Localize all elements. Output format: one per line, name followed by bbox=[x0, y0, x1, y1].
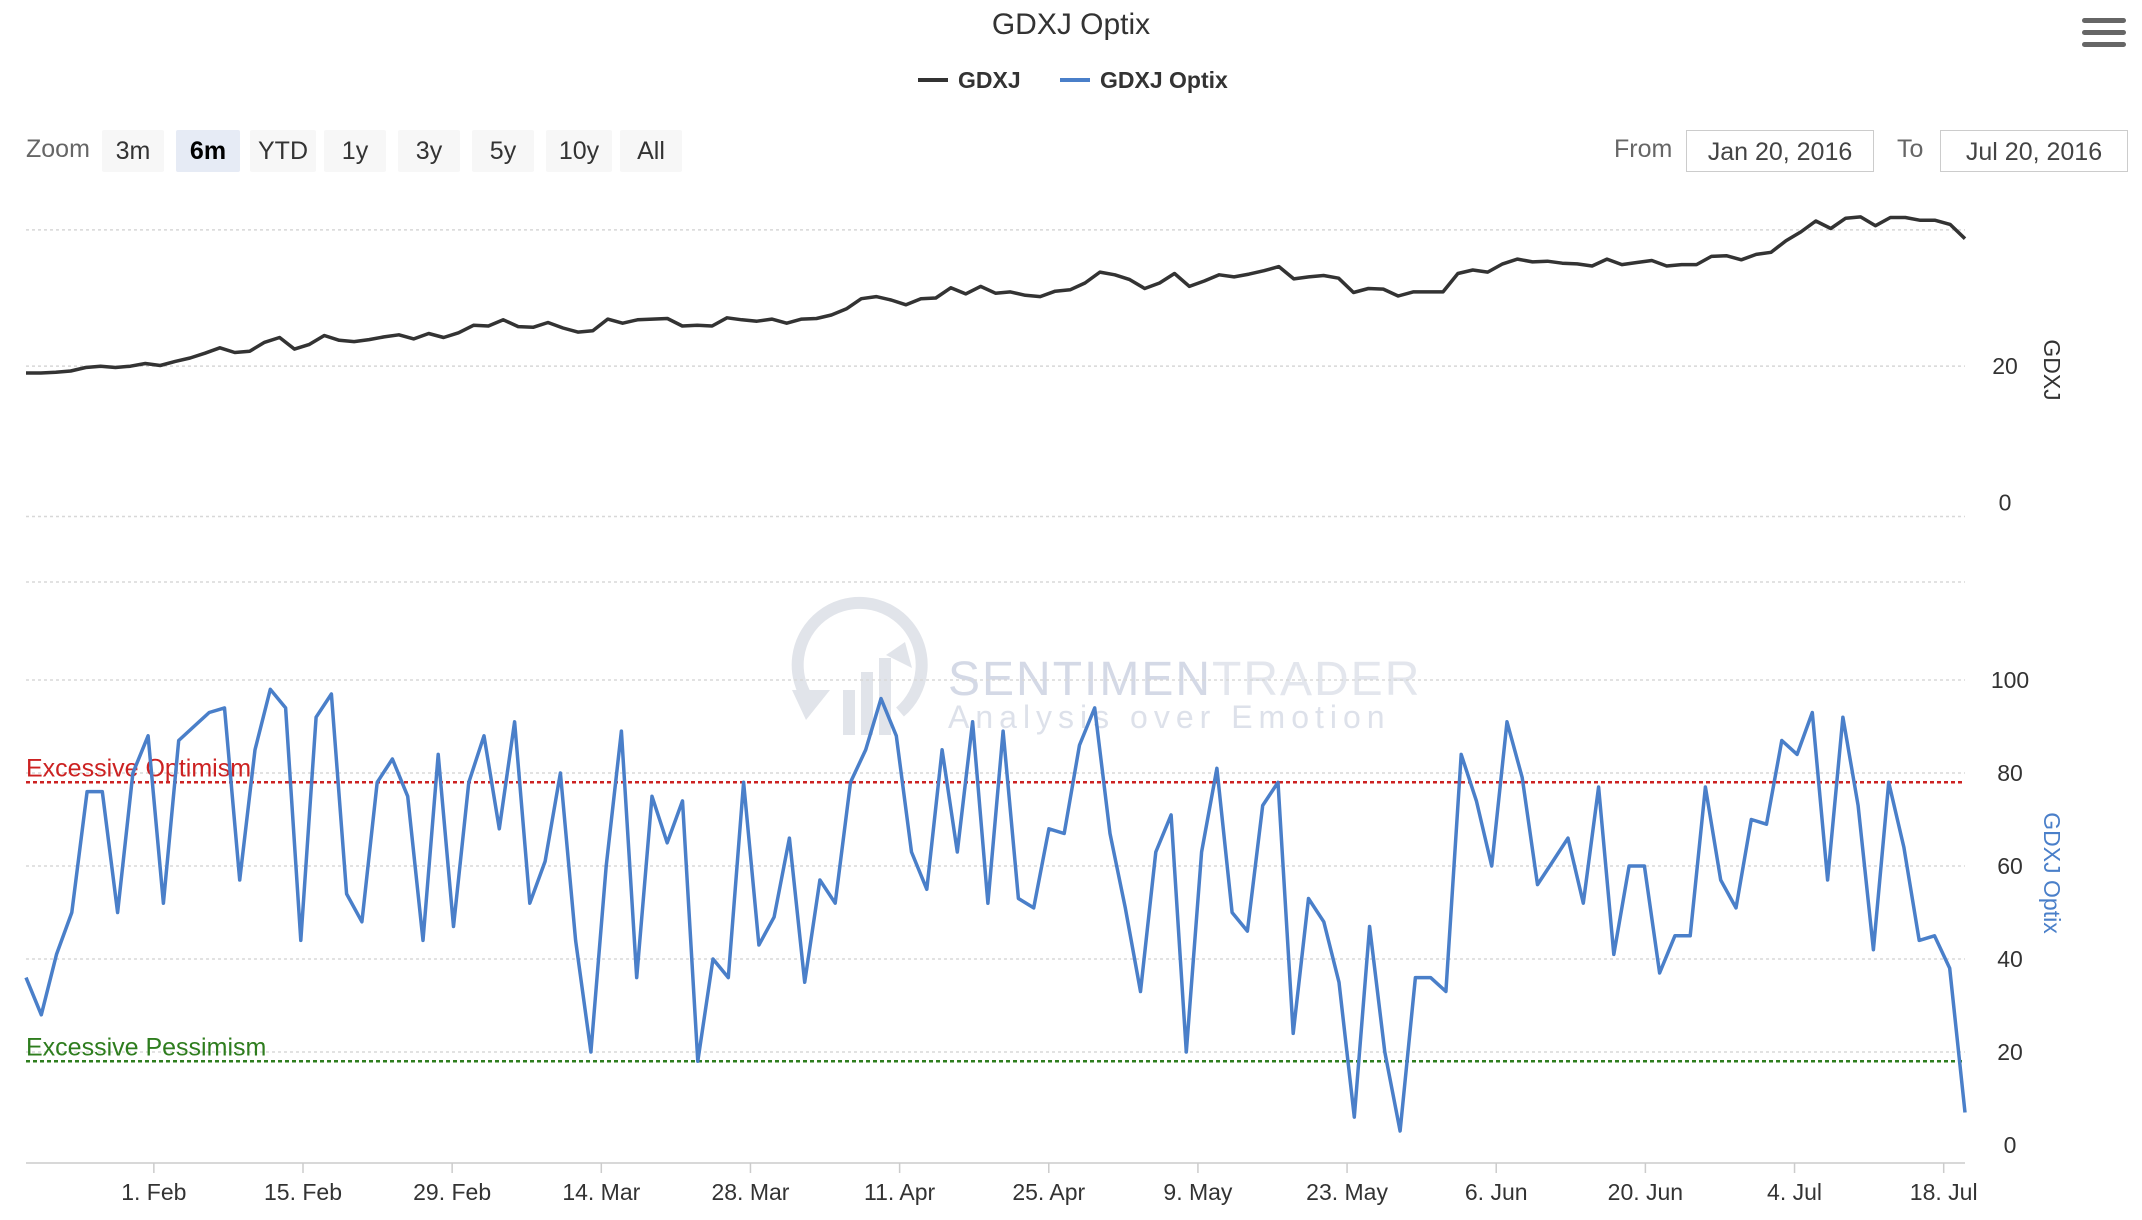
x-tick-label: 28. Mar bbox=[711, 1179, 789, 1205]
watermark-tagline: Analysis over Emotion bbox=[948, 699, 1391, 735]
to-date-input[interactable]: Jul 20, 2016 bbox=[1940, 130, 2128, 172]
gdxj-y-axis: 0 20 bbox=[1992, 353, 2018, 515]
gdxj-gridlines bbox=[26, 229, 1965, 583]
x-tick-label: 14. Mar bbox=[562, 1179, 640, 1205]
from-label: From bbox=[1614, 135, 1673, 163]
gdxj-series bbox=[26, 215, 1967, 375]
zoom-button-all[interactable]: All bbox=[620, 130, 682, 172]
zoom-button-ytd[interactable]: YTD bbox=[250, 130, 316, 172]
gdxj-optix-line bbox=[24, 687, 1967, 1133]
from-date-input[interactable]: Jan 20, 2016 bbox=[1686, 130, 1874, 172]
legend-item-gdxj[interactable]: GDXJ bbox=[918, 67, 1021, 93]
zoom-button-3y[interactable]: 3y bbox=[398, 130, 460, 172]
gdxj-optix-series bbox=[24, 687, 1967, 1133]
x-tick-label: 20. Jun bbox=[1608, 1179, 1683, 1205]
zoom-button-1y[interactable]: 1y bbox=[324, 130, 386, 172]
x-tick-label: 15. Feb bbox=[264, 1179, 342, 1205]
zoom-button-10y[interactable]: 10y bbox=[546, 130, 612, 172]
zoom-button-5y[interactable]: 5y bbox=[472, 130, 534, 172]
legend-label-gdxj: GDXJ bbox=[958, 67, 1021, 93]
zoom-button-3m[interactable]: 3m bbox=[102, 130, 164, 172]
gdxj-line bbox=[26, 215, 1967, 375]
gdxj-axis-title: GDXJ bbox=[2039, 339, 2065, 400]
to-label: To bbox=[1897, 135, 1924, 163]
x-tick-label: 9. May bbox=[1163, 1179, 1233, 1205]
optix-y-tick-label: 0 bbox=[2004, 1132, 2017, 1158]
optix-gridlines bbox=[26, 679, 1965, 1164]
hamburger-menu-icon[interactable] bbox=[2082, 18, 2126, 54]
optix-y-axis: 0 20 40 60 80 100 bbox=[1991, 667, 2029, 1158]
x-tick-label: 18. Jul bbox=[1910, 1179, 1978, 1205]
optix-y-tick-label: 100 bbox=[1991, 667, 2029, 693]
optix-axis-title: GDXJ Optix bbox=[2039, 812, 2065, 934]
x-tick-label: 1. Feb bbox=[121, 1179, 186, 1205]
x-tick-label: 4. Jul bbox=[1767, 1179, 1822, 1205]
legend-item-gdxj-optix[interactable]: GDXJ Optix bbox=[1060, 67, 1228, 93]
chart-title: GDXJ Optix bbox=[992, 8, 1150, 41]
x-axis: 1. Feb 15. Feb 29. Feb 14. Mar 28. Mar 11. Ap… bbox=[121, 1163, 1978, 1205]
x-tick-label: 6. Jun bbox=[1465, 1179, 1528, 1205]
zoom-label: Zoom bbox=[26, 135, 90, 163]
zoom-button-6m[interactable]: 6m bbox=[176, 130, 240, 172]
optix-y-tick-label: 20 bbox=[1997, 1039, 2023, 1065]
optix-y-tick-label: 60 bbox=[1997, 853, 2023, 879]
x-tick-label: 29. Feb bbox=[413, 1179, 491, 1205]
optix-y-tick-label: 40 bbox=[1997, 946, 2023, 972]
gdxj-y-tick-label: 0 bbox=[1999, 490, 2012, 516]
optix-y-tick-label: 80 bbox=[1997, 760, 2023, 786]
legend-label-gdxj-optix: GDXJ Optix bbox=[1100, 67, 1228, 93]
x-tick-label: 25. Apr bbox=[1012, 1179, 1085, 1205]
band-label-1: Excessive Pessimism bbox=[26, 1033, 266, 1061]
x-tick-label: 23. May bbox=[1306, 1179, 1388, 1205]
gdxj-y-tick-label: 20 bbox=[1992, 353, 2018, 379]
sentimentrader-logo-icon bbox=[791, 596, 928, 735]
legend: GDXJ GDXJ Optix bbox=[918, 67, 1228, 93]
x-tick-label: 11. Apr bbox=[864, 1179, 936, 1205]
